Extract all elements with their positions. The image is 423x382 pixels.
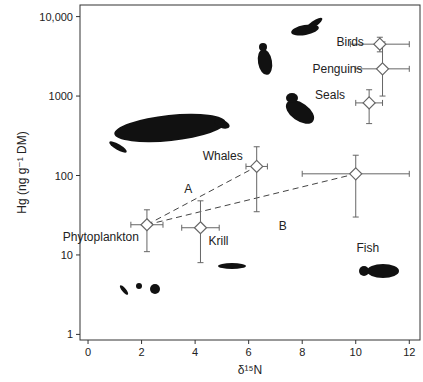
error-line bbox=[355, 155, 356, 217]
connector-line bbox=[147, 166, 257, 224]
annotations: A B Phytoplankton Krill Whales Fish Seals Pengu… bbox=[63, 35, 379, 255]
y-tick bbox=[76, 175, 80, 176]
x-tick bbox=[248, 340, 249, 344]
y-tick bbox=[76, 16, 80, 17]
point bbox=[194, 222, 206, 234]
animal-icon bbox=[150, 284, 160, 294]
point-label: Seals bbox=[315, 88, 345, 102]
error-cap bbox=[144, 251, 150, 252]
error-line bbox=[256, 147, 257, 212]
point-label: Fish bbox=[356, 241, 379, 255]
x-tick-label: 10 bbox=[350, 346, 362, 358]
animal-icon bbox=[256, 48, 274, 76]
y-axis-label: Hg (ng g⁻¹ DM) bbox=[15, 131, 29, 213]
x-tick bbox=[355, 340, 356, 344]
point bbox=[350, 168, 362, 180]
y-tick-label: 1 bbox=[67, 328, 73, 340]
animal-icon bbox=[218, 263, 246, 269]
error-cap bbox=[197, 200, 203, 201]
x-tick-label: 12 bbox=[403, 346, 415, 358]
animal-icon bbox=[213, 118, 231, 131]
error-cap bbox=[382, 100, 383, 106]
x-tick bbox=[88, 340, 89, 344]
axes: 0 2 4 6 8 10 12 1 10 100 1000 10,000 bbox=[39, 11, 415, 358]
point-label: Birds bbox=[336, 35, 363, 49]
error-cap bbox=[409, 41, 410, 47]
connector-line bbox=[147, 174, 356, 225]
error-cap bbox=[366, 123, 372, 124]
error-cap bbox=[197, 262, 203, 263]
error-cap bbox=[245, 163, 246, 169]
x-tick bbox=[302, 340, 303, 344]
line-label: A bbox=[184, 182, 192, 196]
line-label: B bbox=[279, 219, 287, 233]
y-tick-label: 100 bbox=[55, 170, 73, 182]
point bbox=[374, 38, 386, 50]
chart: 0 2 4 6 8 10 12 1 10 100 1000 10,000 δ¹⁵N Hg (ng g⁻¹ … bbox=[0, 0, 423, 382]
error-cap bbox=[353, 155, 359, 156]
error-cap bbox=[353, 217, 359, 218]
error-cap bbox=[380, 96, 386, 97]
y-tick bbox=[76, 334, 80, 335]
animal-icon bbox=[113, 109, 227, 147]
animal-icon bbox=[367, 264, 399, 278]
error-cap bbox=[254, 146, 260, 147]
x-tick-label: 4 bbox=[192, 346, 198, 358]
plot-frame bbox=[80, 5, 420, 340]
x-tick bbox=[409, 340, 410, 344]
animal-icon bbox=[136, 283, 142, 289]
y-tick-label: 10,000 bbox=[39, 11, 73, 23]
animal-icon bbox=[108, 139, 128, 154]
x-tick-label: 6 bbox=[246, 346, 252, 358]
point bbox=[377, 63, 389, 75]
point bbox=[363, 97, 375, 109]
x-tick bbox=[195, 340, 196, 344]
error-cap bbox=[219, 225, 220, 231]
x-axis-label: δ¹⁵N bbox=[238, 363, 262, 377]
y-tick bbox=[76, 254, 80, 255]
point-label: Phytoplankton bbox=[63, 230, 139, 244]
error-cap bbox=[355, 100, 356, 106]
x-tick-label: 8 bbox=[299, 346, 305, 358]
x-tick-label: 0 bbox=[85, 346, 91, 358]
y-error-bar bbox=[254, 147, 260, 212]
animal-icon bbox=[286, 93, 298, 103]
point-label: Penguins bbox=[312, 62, 362, 76]
error-cap bbox=[377, 51, 383, 52]
point-label: Krill bbox=[208, 234, 228, 248]
point-label: Whales bbox=[203, 149, 243, 163]
error-cap bbox=[162, 222, 163, 228]
error-cap bbox=[366, 89, 372, 90]
point bbox=[251, 160, 263, 172]
x-tick bbox=[141, 340, 142, 344]
error-cap bbox=[144, 209, 150, 210]
error-cap bbox=[409, 66, 410, 72]
animal-icon bbox=[359, 266, 369, 276]
error-cap bbox=[181, 225, 182, 231]
error-cap bbox=[254, 211, 260, 212]
error-cap bbox=[302, 171, 303, 177]
y-tick-label: 10 bbox=[61, 249, 73, 261]
error-cap bbox=[267, 163, 268, 169]
y-tick-label: 1000 bbox=[49, 90, 73, 102]
animal-icon bbox=[259, 43, 267, 51]
animal-icon bbox=[119, 284, 130, 296]
error-cap bbox=[130, 222, 131, 228]
marks bbox=[131, 37, 409, 262]
y-error-bar bbox=[353, 155, 359, 217]
error-cap bbox=[409, 171, 410, 177]
x-tick-label: 2 bbox=[139, 346, 145, 358]
point bbox=[141, 219, 153, 231]
y-tick bbox=[76, 96, 80, 97]
icons bbox=[108, 16, 399, 296]
animal-icon bbox=[304, 16, 324, 32]
